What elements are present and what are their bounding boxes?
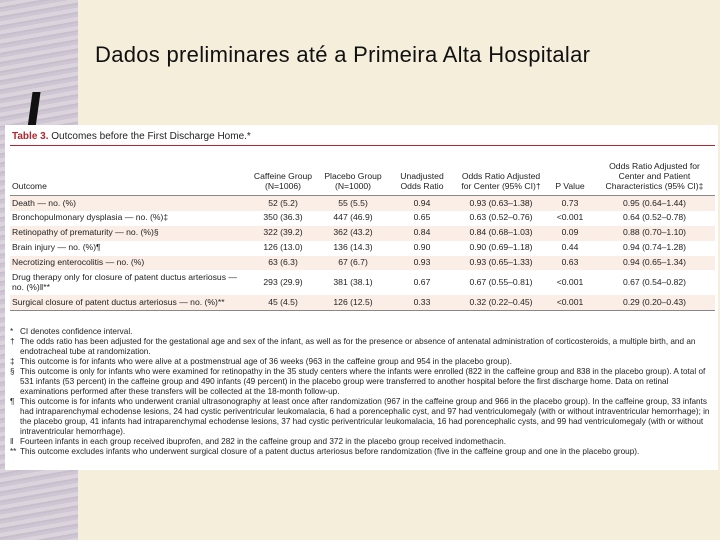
table-cell: 0.90 [413, 242, 431, 253]
table-cell: Bronchopulmonary dysplasia — no. (%)‡ [12, 212, 169, 223]
table-row: Surgical closure of patent ductus arteri… [10, 295, 715, 312]
table-cell: 63 (6.3) [268, 257, 298, 267]
table-cell: Necrotizing enterocolitis — no. (%) [12, 257, 145, 267]
table-cell: 0.95 (0.64–1.44) [622, 197, 687, 208]
footnote-symbol: § [10, 367, 15, 376]
table-row: Retinopathy of prematurity — no. (%)§ 322… [10, 225, 715, 241]
table-cell: Drug therapy only for closure of patent … [12, 271, 237, 292]
table-cell: 0.33 [388, 295, 456, 312]
footnote: * CI denotes confidence interval. [10, 327, 713, 337]
caption-label: Table 3. [12, 131, 49, 142]
table-cell: 0.63 [561, 257, 579, 267]
table-cell: 322 (39.2) [263, 227, 303, 238]
table-cell: 0.65 [413, 212, 431, 223]
table-image: Table 3. Outcomes before the First Disch… [5, 125, 718, 470]
footnote-symbol: † [10, 337, 15, 346]
table-cell: 0.29 (0.20–0.43) [594, 295, 715, 312]
footnotes: * CI denotes confidence interval. † The odd… [10, 327, 713, 457]
table-cell: 0.93 [413, 257, 431, 267]
table-cell: 0.88 (0.70–1.10) [622, 227, 687, 238]
table-cell: 0.64 (0.52–0.78) [622, 212, 687, 223]
table-cell: 447 (46.9) [333, 212, 373, 223]
footnote: ** This outcome excludes infants who unde… [10, 447, 713, 457]
table-row: Necrotizing enterocolitis — no. (%) 63 (6… [10, 255, 715, 271]
table-cell: 362 (43.2) [333, 227, 373, 238]
table-row: Death — no. (%) 52 (5.2) 55 (5.5) 0.94 0.93 … [10, 195, 715, 211]
table-cell: 0.84 [413, 227, 431, 238]
table-cell: 0.90 (0.69–1.18) [469, 242, 533, 253]
footnote-text: This outcome is for infants who underwen… [20, 397, 710, 436]
table-row: Brain injury — no. (%)¶ 126 (13.0) 136 (14… [10, 241, 715, 256]
column-header: Placebo Group (N=1000) [318, 145, 388, 196]
table-cell: <0.001 [556, 276, 584, 287]
footnote-text: Fourteen infants in each group received … [20, 437, 506, 446]
table-cell: 0.09 [561, 227, 579, 238]
table-cell: 67 (6.7) [338, 257, 368, 267]
table-cell: 0.84 (0.68–1.03) [469, 227, 533, 238]
footnote-symbol: * [10, 327, 14, 336]
table-cell: 52 (5.2) [268, 197, 298, 208]
table-cell: 126 (13.0) [263, 242, 303, 253]
table-cell: 0.67 (0.55–0.81) [469, 276, 533, 287]
caption-text: Outcomes before the First Discharge Home… [51, 131, 251, 142]
table-cell: 293 (29.9) [263, 276, 303, 287]
table-cell: 0.94 (0.65–1.34) [622, 257, 687, 267]
table-cell: 0.94 [413, 197, 431, 208]
table-cell: 0.94 (0.74–1.28) [622, 242, 687, 253]
footnote: ‖ Fourteen infants in each group received… [10, 437, 713, 447]
column-header: Unadjusted Odds Ratio [388, 145, 456, 196]
footnote: § This outcome is only for infants who we… [10, 367, 713, 397]
column-header: Odds Ratio Adjusted for Center and Patie… [594, 145, 715, 196]
table-cell: <0.001 [546, 295, 594, 312]
footnote-text: CI denotes confidence interval. [20, 327, 133, 336]
table-cell: Retinopathy of prematurity — no. (%)§ [12, 227, 159, 238]
table-cell: 0.93 (0.65–1.33) [469, 257, 533, 267]
table-cell: 136 (14.3) [333, 242, 373, 253]
column-header: Odds Ratio Adjusted for Center (95% CI)† [456, 145, 546, 196]
column-header: Outcome [10, 145, 248, 196]
footnote-text: This outcome is for infants who were ali… [20, 357, 512, 366]
footnote-symbol: ‖ [10, 437, 14, 446]
footnote-text: This outcome is only for infants who wer… [20, 367, 706, 396]
outcome-table: Outcome Caffeine Group (N=1006) Placebo Gr… [10, 145, 715, 312]
footnote-text: The odds ratio has been adjusted for the… [20, 337, 696, 356]
table-body: Death — no. (%) 52 (5.2) 55 (5.5) 0.94 0.93 … [10, 195, 715, 312]
table-cell: 0.67 [413, 276, 431, 287]
table-cell: 45 (4.5) [248, 295, 318, 312]
table-cell: 55 (5.5) [338, 197, 368, 208]
table-caption: Table 3. Outcomes before the First Disch… [12, 131, 251, 142]
header-row: Outcome Caffeine Group (N=1006) Placebo Gr… [10, 145, 715, 196]
footnote: ‡ This outcome is for infants who were al… [10, 357, 713, 367]
table-cell: Surgical closure of patent ductus arteri… [10, 295, 248, 312]
column-header: Caffeine Group (N=1006) [248, 145, 318, 196]
table-row: Drug therapy only for closure of patent … [10, 270, 715, 295]
table-cell: Death — no. (%) [12, 197, 76, 208]
footnote: † The odds ratio has been adjusted for th… [10, 337, 713, 357]
table-cell: 0.63 (0.52–0.76) [469, 212, 533, 223]
table-cell: <0.001 [556, 212, 584, 223]
footnote-symbol: ¶ [10, 397, 15, 406]
table-row: Bronchopulmonary dysplasia — no. (%)‡ 350… [10, 211, 715, 226]
table-cell: 0.67 (0.54–0.82) [622, 276, 687, 287]
footnote: ¶ This outcome is for infants who underwe… [10, 397, 713, 437]
table-cell: 0.73 [561, 197, 579, 208]
column-header: P Value [546, 145, 594, 196]
table-cell: 350 (36.3) [263, 212, 303, 223]
footnote-symbol: ‡ [10, 357, 15, 366]
table-cell: 381 (38.1) [333, 276, 373, 287]
table-cell: 0.93 (0.63–1.38) [469, 197, 533, 208]
table-cell: 0.32 (0.22–0.45) [456, 295, 546, 312]
slide-title: Dados preliminares até a Primeira Alta H… [95, 42, 591, 67]
table-cell: 0.44 [561, 242, 579, 253]
footnote-text: This outcome excludes infants who underw… [20, 447, 640, 456]
table-cell: Brain injury — no. (%)¶ [12, 242, 101, 253]
footnote-symbol: ** [10, 447, 17, 456]
table-cell: 126 (12.5) [318, 295, 388, 312]
